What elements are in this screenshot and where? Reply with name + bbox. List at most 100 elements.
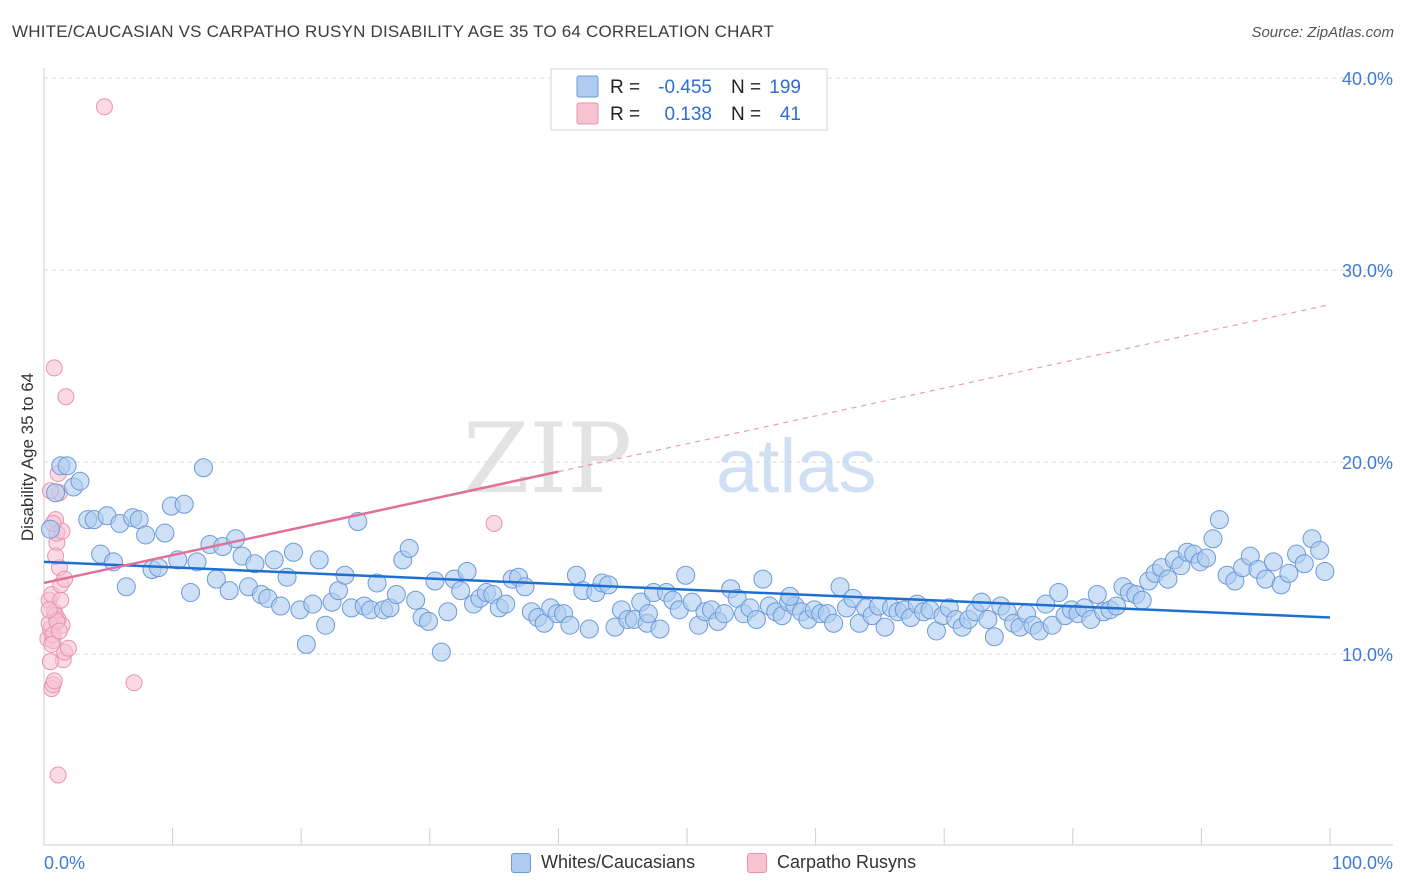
stats-n-value-1: 199 — [769, 77, 801, 98]
x-tick-label-100: 100.0% — [1332, 853, 1393, 873]
legend-swatch-carpatho — [747, 852, 767, 873]
stats-n-value-2: 41 — [780, 104, 801, 125]
legend-swatch-whites — [511, 852, 531, 873]
bottom-legend: Whites/Caucasians Carpatho Rusyns — [0, 850, 1406, 880]
point-whites-18 — [155, 523, 175, 543]
axes — [43, 68, 1393, 846]
point-whites-174 — [1158, 569, 1178, 589]
point-whites-100 — [682, 592, 702, 612]
chart-source: Source: ZipAtlas.com — [1251, 24, 1394, 41]
point-whites-95 — [650, 619, 670, 639]
point-whites-15 — [136, 525, 156, 545]
point-whites-157 — [1049, 583, 1069, 603]
stats-r-value-1: -0.455 — [658, 77, 712, 98]
point-whites-193 — [1294, 554, 1314, 574]
point-carpatho-17 — [45, 672, 63, 690]
legend-item-carpatho[interactable]: Carpatho Rusyns — [747, 852, 916, 873]
point-carpatho-34 — [49, 766, 67, 784]
legend-item-whites[interactable]: Whites/Caucasians — [511, 852, 695, 873]
point-whites-81 — [560, 615, 580, 635]
point-whites-3 — [57, 456, 77, 476]
stats-legend-pink-swatch — [576, 102, 599, 125]
series-whites-points — [40, 456, 1335, 662]
y-tick-label-20: 20.0% — [1342, 453, 1393, 473]
point-whites-191 — [1279, 563, 1299, 583]
point-whites-40 — [296, 634, 316, 654]
x-tick-label-0: 0.0% — [44, 853, 85, 873]
watermark-atlas: atlas — [716, 424, 877, 509]
point-carpatho-22 — [52, 591, 70, 609]
point-carpatho-40 — [40, 601, 58, 619]
point-whites-147 — [984, 627, 1004, 647]
stats-r-value-2: 0.138 — [664, 104, 712, 125]
stats-n-label-2: N = — [731, 104, 761, 125]
point-whites-146 — [978, 609, 998, 629]
stats-legend: R = -0.455 N = 199 R = 0.138 N = 41 — [550, 68, 828, 131]
y-axis-label: Disability Age 35 to 64 — [18, 373, 37, 541]
point-whites-182 — [1209, 510, 1229, 530]
point-whites-56 — [399, 538, 419, 558]
point-whites-110 — [746, 609, 766, 629]
point-whites-22 — [181, 583, 201, 603]
point-whites-5 — [70, 471, 90, 491]
point-whites-181 — [1203, 529, 1223, 549]
y-tick-label-10: 10.0% — [1342, 645, 1393, 665]
y-tick-labels: 10.0% 20.0% 30.0% 40.0% — [1342, 69, 1393, 665]
point-whites-71 — [496, 594, 516, 614]
point-whites-24 — [193, 458, 213, 478]
point-whites-197 — [780, 586, 800, 606]
trend-line-carpatho-extension — [558, 303, 1331, 473]
point-whites-57 — [406, 590, 426, 610]
point-whites-38 — [283, 542, 303, 562]
point-whites-156 — [1042, 615, 1062, 635]
point-carpatho-31 — [47, 547, 65, 565]
point-whites-61 — [431, 642, 451, 662]
point-whites-51 — [367, 573, 387, 593]
point-whites-170 — [1132, 590, 1152, 610]
point-carpatho-36 — [95, 98, 113, 116]
point-whites-195 — [1310, 540, 1330, 560]
point-whites-60 — [425, 571, 445, 591]
point-carpatho-26 — [59, 639, 77, 657]
point-whites-189 — [1263, 552, 1283, 572]
y-tick-label-40: 40.0% — [1342, 69, 1393, 89]
point-whites-180 — [1197, 548, 1217, 568]
legend-label-carpatho: Carpatho Rusyns — [777, 852, 917, 872]
point-whites-99 — [676, 565, 696, 585]
stats-n-label-1: N = — [731, 77, 761, 98]
series-carpatho-rusyns-points — [39, 98, 503, 784]
point-whites-111 — [753, 569, 773, 589]
point-whites-42 — [309, 550, 329, 570]
point-whites-32 — [245, 554, 265, 574]
point-carpatho-25 — [45, 359, 63, 377]
point-carpatho-29 — [43, 635, 61, 653]
point-whites-130 — [875, 617, 895, 637]
point-whites-59 — [419, 611, 439, 631]
point-whites-122 — [824, 613, 844, 633]
point-carpatho-24 — [57, 388, 75, 406]
stats-r-label-1: R = — [610, 77, 640, 98]
point-carpatho-38 — [125, 674, 143, 692]
point-carpatho-37 — [485, 514, 503, 532]
point-whites-43 — [316, 615, 336, 635]
point-whites-29 — [226, 529, 246, 549]
point-whites-36 — [271, 596, 291, 616]
legend-label-whites: Whites/Caucasians — [541, 852, 696, 872]
trend-line-carpatho — [43, 470, 559, 585]
point-whites-163 — [1087, 584, 1107, 604]
y-tick-label-30: 30.0% — [1342, 261, 1393, 281]
chart-title: WHITE/CAUCASIAN VS CARPATHO RUSYN DISABI… — [12, 22, 774, 41]
stats-legend-blue-swatch — [576, 75, 599, 98]
point-whites-105 — [714, 604, 734, 624]
trend-lines — [43, 303, 1331, 619]
point-whites-54 — [386, 584, 406, 604]
point-whites-28 — [219, 581, 239, 601]
point-whites-198 — [638, 604, 658, 624]
point-whites-84 — [579, 619, 599, 639]
point-whites-74 — [515, 577, 535, 597]
point-carpatho-39 — [50, 622, 68, 640]
point-whites-196 — [1315, 561, 1335, 581]
point-whites-12 — [116, 577, 136, 597]
point-whites-166 — [1107, 596, 1127, 616]
